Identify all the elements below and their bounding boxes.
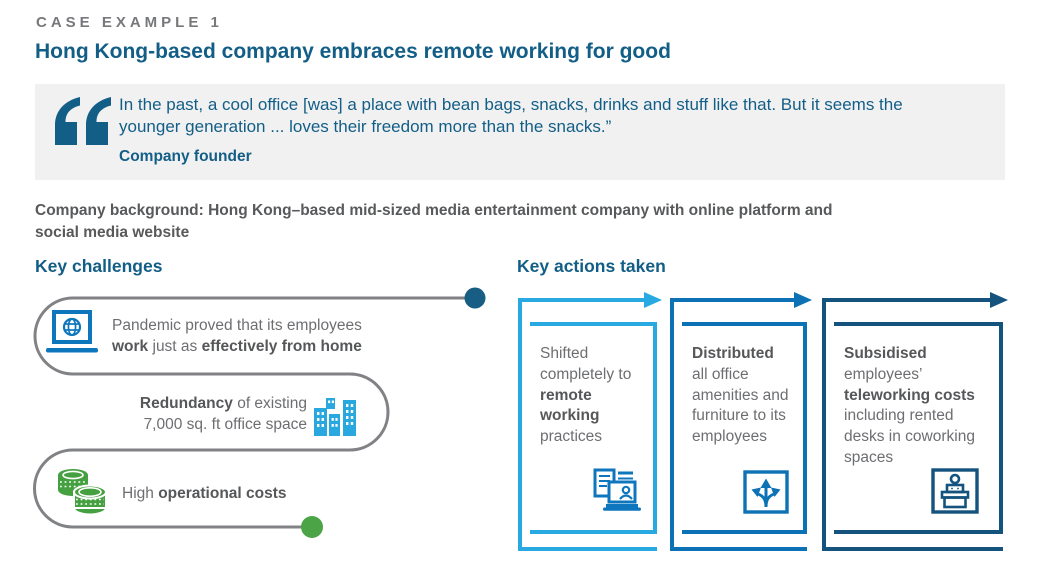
arrow-right-icon (518, 292, 662, 309)
laptop-globe-icon (44, 310, 100, 354)
company-background-line: social media website (35, 224, 190, 242)
card-outer-bottom (822, 547, 1003, 551)
card-frame (834, 322, 1003, 534)
challenge-line: Redundancy of existing (139, 395, 307, 412)
challenge-line: Pandemic proved that its employees (112, 317, 362, 334)
challenge-line: work just as effectively from home (112, 338, 362, 355)
coins-icon (54, 466, 110, 518)
arrow-right-icon (822, 292, 1008, 309)
quote-glyphs (55, 97, 111, 145)
key-challenges-heading: Key challenges (35, 256, 163, 276)
card-left-border (670, 298, 674, 551)
challenge-line: 7,000 sq. ft office space (143, 416, 307, 433)
reception-desk-icon (931, 468, 979, 514)
action-card-text: Shifted completely to remote working pra… (540, 345, 632, 446)
challenge-line: High operational costs (122, 485, 287, 502)
challenge-item: Redundancy of existing 7,000 sq. ft offi… (100, 393, 307, 435)
quote-text: In the past, a cool office [was] a place… (119, 94, 999, 139)
action-card-2: Distributed all office amenities and fur… (670, 292, 812, 555)
path-end-dot (301, 516, 323, 538)
key-challenges-diagram: Pandemic proved that its employees work … (0, 280, 512, 573)
case-label: CASE EXAMPLE 1 (36, 14, 223, 31)
card-frame (682, 322, 807, 534)
diverging-arrows-icon (743, 470, 789, 514)
arrow-right-icon (670, 292, 812, 309)
card-outer-bottom (670, 547, 807, 551)
serpentine-path-svg (33, 287, 486, 538)
card-left-border (822, 298, 826, 551)
serpentine-path (33, 296, 475, 529)
card-outer-bottom (518, 547, 657, 551)
key-actions-cards: Shifted completely to remote working pra… (0, 280, 1040, 573)
action-card-3: Subsidised employees’ teleworking costs … (822, 292, 1008, 555)
quote-line: In the past, a cool office [was] a place… (119, 95, 903, 114)
action-card-1: Shifted completely to remote working pra… (518, 292, 662, 555)
video-call-documents-icon (593, 468, 641, 514)
action-card-text: Subsidised employees’ teleworking costs … (844, 345, 975, 466)
company-background-line: Company background: Hong Kong–based mid-… (35, 202, 833, 219)
path-start-dot (464, 287, 486, 309)
quote-mark-icon (55, 97, 111, 145)
buildings-icon (312, 396, 360, 438)
key-actions-heading: Key actions taken (517, 256, 666, 276)
quote-attribution: Company founder (119, 148, 252, 165)
quote-line: younger generation ... loves their freed… (119, 117, 612, 137)
company-background: Company background: Hong Kong–based mid-… (35, 200, 935, 245)
quote-block: In the past, a cool office [was] a place… (35, 84, 1005, 180)
card-frame (530, 322, 657, 534)
card-left-border (518, 298, 522, 551)
page-title: Hong Kong-based company embraces remote … (35, 40, 671, 63)
challenge-item: Pandemic proved that its employees work … (112, 315, 412, 357)
action-card-text: Distributed all office amenities and fur… (692, 345, 789, 446)
challenge-item: High operational costs (122, 483, 287, 504)
